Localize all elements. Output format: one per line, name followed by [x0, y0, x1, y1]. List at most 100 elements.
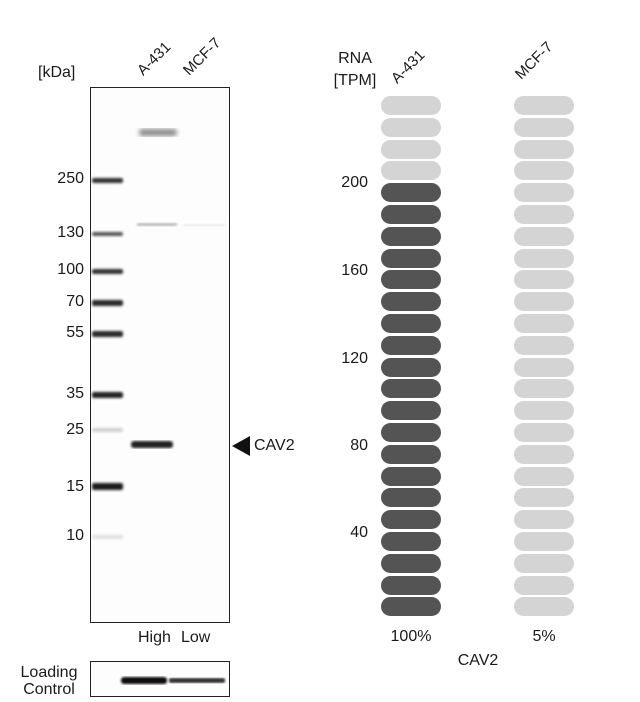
ladder-band-70	[92, 300, 123, 306]
marker-35: 35	[66, 385, 84, 402]
loading-control-label-line2: Control	[23, 681, 75, 698]
rna-ytick-160: 160	[341, 262, 368, 279]
marker-250: 250	[57, 170, 84, 187]
rna-segment	[514, 292, 574, 312]
rna-segment	[381, 161, 441, 181]
rna-column-mcf7	[514, 96, 574, 617]
rna-segment	[514, 161, 574, 181]
rna-segment	[381, 466, 441, 486]
rna-segment	[381, 335, 441, 355]
loading-control-blot	[90, 661, 230, 697]
rna-segment	[514, 183, 574, 203]
rna-sample-label-a431: A-431	[387, 46, 429, 87]
rna-ytick-80: 80	[350, 437, 368, 454]
rna-segment	[514, 510, 574, 530]
rna-segment	[514, 488, 574, 508]
rna-segment	[514, 205, 574, 224]
lane-label-a431: A-431	[133, 38, 175, 79]
ladder-band-100	[92, 269, 123, 274]
rna-segment	[381, 248, 441, 268]
ladder-band-130	[92, 232, 123, 236]
ladder-band-25	[92, 428, 123, 432]
rna-segment	[381, 423, 441, 442]
loading-band-a431	[121, 677, 167, 684]
marker-10: 10	[66, 527, 84, 544]
rna-segment	[381, 597, 441, 617]
loading-band-mcf7	[169, 678, 225, 683]
rna-segment	[514, 314, 574, 333]
marker-55: 55	[66, 324, 84, 341]
rna-segment	[514, 226, 574, 246]
ladder-band-55	[92, 331, 123, 337]
loading-control-label-line1: Loading	[20, 664, 78, 681]
rna-segment	[381, 401, 441, 421]
rna-segment	[514, 248, 574, 268]
rna-segment	[381, 357, 441, 377]
rna-axis-title-line2: [TPM]	[333, 72, 377, 89]
rna-segment	[381, 205, 441, 224]
rna-segment	[381, 575, 441, 595]
blot-image	[92, 129, 225, 539]
rna-segment	[514, 139, 574, 159]
rna-segment	[514, 466, 574, 486]
rna-segment	[381, 292, 441, 312]
rna-segment	[381, 553, 441, 573]
rna-axis-title-line1: RNA	[338, 50, 372, 67]
rna-sample-label-mcf7: MCF-7	[511, 38, 557, 83]
rna-segment	[514, 553, 574, 573]
ladder-band-250	[92, 178, 123, 183]
rna-segment	[381, 510, 441, 530]
rna-segment	[514, 96, 574, 115]
rna-segment	[514, 532, 574, 551]
rna-segment	[381, 117, 441, 137]
band-high-mw	[139, 129, 177, 136]
rna-column-a431	[381, 96, 441, 617]
rna-segment	[381, 532, 441, 551]
rna-segment	[514, 357, 574, 377]
lane-mcf7-bands	[183, 224, 225, 226]
marker-130: 130	[57, 224, 84, 241]
rna-segment	[514, 117, 574, 137]
rna-percent-a431: 100%	[390, 628, 432, 645]
rna-segment	[381, 270, 441, 290]
target-arrow-icon	[232, 436, 250, 456]
lane-expression-low: Low	[181, 629, 211, 646]
loading-control-image	[121, 677, 225, 684]
band-cav2	[131, 441, 173, 448]
rna-segment	[381, 379, 441, 399]
rna-segment	[514, 401, 574, 421]
western-blot-membrane	[90, 87, 230, 623]
kda-unit-label: [kDa]	[38, 64, 76, 81]
ladder-bands	[92, 178, 123, 539]
rna-ytick-120: 120	[341, 350, 368, 367]
rna-segment	[381, 226, 441, 246]
rna-segment	[381, 444, 441, 464]
rna-segment	[381, 96, 441, 115]
rna-segment	[514, 597, 574, 617]
rna-segment	[514, 423, 574, 442]
rna-ytick-200: 200	[341, 174, 368, 191]
marker-100: 100	[57, 261, 84, 278]
lane-label-mcf7: MCF-7	[179, 34, 225, 79]
rna-gene-label: CAV2	[457, 652, 499, 669]
rna-percent-mcf7: 5%	[532, 628, 556, 645]
rna-segment	[381, 488, 441, 508]
ladder-band-15	[92, 483, 123, 490]
band-150-faint	[183, 224, 225, 226]
ladder-band-10	[92, 535, 123, 539]
rna-segment	[514, 270, 574, 290]
band-150	[137, 223, 177, 226]
marker-15: 15	[66, 478, 84, 495]
ladder-band-35	[92, 392, 123, 398]
rna-segment	[381, 314, 441, 333]
target-label: CAV2	[254, 437, 295, 454]
lane-a431-bands	[131, 129, 177, 448]
rna-segment	[381, 139, 441, 159]
rna-segment	[514, 335, 574, 355]
rna-segment	[514, 575, 574, 595]
rna-segment	[514, 379, 574, 399]
marker-70: 70	[66, 293, 84, 310]
marker-25: 25	[66, 421, 84, 438]
rna-ytick-40: 40	[350, 524, 368, 541]
lane-expression-high: High	[138, 629, 171, 646]
